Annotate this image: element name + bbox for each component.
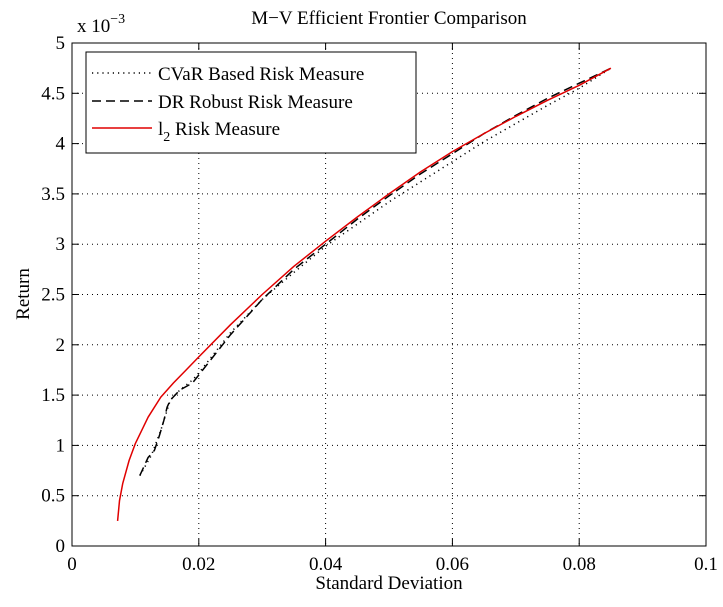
series-layer (116, 67, 612, 521)
y-multiplier: x 10−3 (77, 12, 125, 37)
y-tick-label: 0.5 (41, 486, 65, 507)
y-tick-label: 5 (56, 33, 66, 54)
y-tick-label: 0 (56, 536, 66, 557)
legend-label-l2: l2 Risk Measure (158, 119, 280, 145)
legend-label-dr: DR Robust Risk Measure (158, 92, 353, 113)
y-tick-label: 4.5 (41, 83, 65, 104)
legend-label-l2-subscript: 2 (163, 130, 170, 145)
series-line-l2 (116, 67, 612, 521)
legend-label-l2-suffix: Risk Measure (170, 119, 280, 140)
legend: CVaR Based Risk Measure DR Robust Risk M… (85, 51, 417, 154)
legend-label-l2-base: l (158, 119, 163, 140)
chart-title: M−V Efficient Frontier Comparison (251, 8, 527, 29)
y-tick-label: 1 (56, 435, 66, 456)
y-tick-label: 3.5 (41, 184, 65, 205)
y-tick-label: 2.5 (41, 285, 65, 306)
y-multiplier-exponent: −3 (110, 12, 125, 27)
y-tick-label: 4 (56, 134, 66, 155)
y-tick-label: 3 (56, 234, 66, 255)
x-tick-label: 0.06 (436, 554, 469, 575)
y-tick-label: 2 (56, 335, 66, 356)
y-axis-title: Return (13, 268, 34, 320)
y-multiplier-base: x 10 (77, 16, 110, 37)
x-tick-label: 0.08 (563, 554, 596, 575)
x-tick-label: 0.1 (694, 554, 718, 575)
legend-label-cvar: CVaR Based Risk Measure (158, 64, 364, 85)
x-tick-label: 0.04 (309, 554, 343, 575)
x-tick-label: 0 (67, 554, 77, 575)
x-axis-title: Standard Deviation (315, 573, 463, 594)
tick-layer: 0 0.02 0.04 0.06 0.08 0.1 0 0.5 1 1.5 2 2.5 3 3.5 4 4.5… (41, 33, 718, 575)
legend-box (85, 51, 417, 154)
x-tick-label: 0.02 (182, 554, 215, 575)
y-tick-label: 1.5 (41, 385, 65, 406)
